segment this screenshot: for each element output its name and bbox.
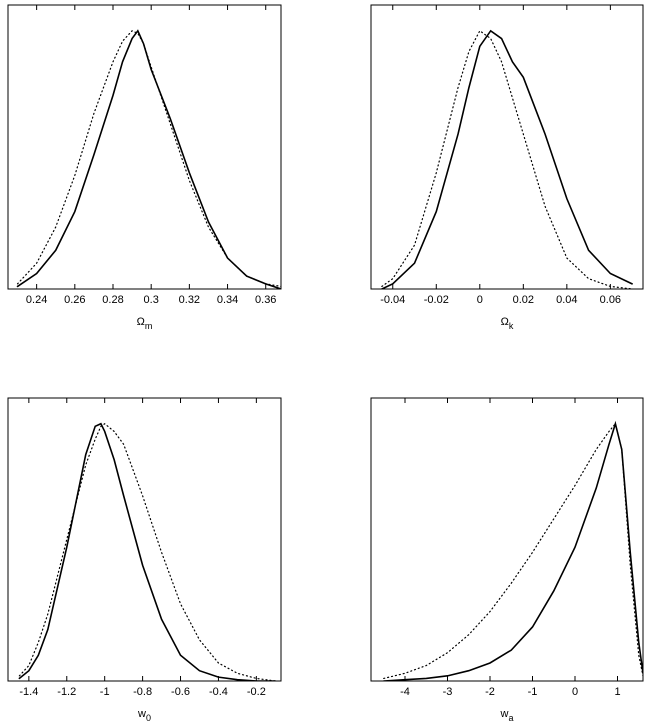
x-tick-label: -1 bbox=[528, 686, 538, 698]
plot-area bbox=[16, 29, 281, 289]
x-axis-label: wa bbox=[500, 708, 514, 723]
x-tick-label: -1.2 bbox=[57, 686, 76, 698]
x-axis-label: w0 bbox=[137, 708, 151, 723]
panel: -4 -3 -2 -1 0 1 wa bbox=[370, 397, 644, 723]
density-curve bbox=[381, 29, 633, 289]
x-axis-label-subscript: k bbox=[509, 321, 514, 331]
x-tick-label: 0.24 bbox=[26, 294, 47, 306]
x-tick-label: -1 bbox=[100, 686, 110, 698]
x-tick-label: -0.4 bbox=[209, 686, 228, 698]
x-tick-label: 0.34 bbox=[217, 294, 238, 306]
density-curve bbox=[383, 422, 643, 680]
x-tick-label: -0.6 bbox=[171, 686, 190, 698]
axes-frame bbox=[370, 4, 644, 290]
panel: -1.4 -1.2 -1 -0.8 -0.6 -0.4 -0.2 w0 bbox=[7, 397, 282, 723]
density-curve bbox=[18, 422, 277, 681]
x-axis-label-symbol: w bbox=[137, 708, 146, 720]
x-tick-label: 0 bbox=[477, 294, 483, 306]
x-axis-label-subscript: m bbox=[145, 321, 153, 331]
x-tick-label: 0.28 bbox=[102, 294, 123, 306]
panel: -0.04 -0.02 0 0.02 0.04 0.06 Ωk bbox=[370, 4, 644, 331]
x-axis-label-subscript: 0 bbox=[146, 713, 151, 723]
density-curve bbox=[16, 30, 281, 288]
x-tick-label: -0.8 bbox=[133, 686, 152, 698]
x-tick-label: 0.04 bbox=[556, 294, 577, 306]
x-tick-label: -0.04 bbox=[380, 294, 405, 306]
x-tick-label: 0.06 bbox=[600, 294, 621, 306]
x-tick-label: -2 bbox=[485, 686, 495, 698]
axes-frame bbox=[7, 397, 282, 682]
x-tick-label: 0.3 bbox=[144, 294, 159, 306]
x-tick-label: 0.36 bbox=[255, 294, 276, 306]
plot-area bbox=[382, 420, 643, 681]
x-tick-label: -3 bbox=[443, 686, 453, 698]
x-axis-label-symbol: Ω bbox=[137, 316, 145, 328]
x-tick-label: 0.02 bbox=[513, 294, 534, 306]
x-tick-label: -0.02 bbox=[424, 294, 449, 306]
density-curve bbox=[18, 422, 276, 681]
x-tick-label: 0.26 bbox=[64, 294, 85, 306]
axes-frame bbox=[7, 4, 282, 290]
x-axis-label-subscript: a bbox=[508, 713, 513, 723]
x-tick-label: 1 bbox=[614, 686, 620, 698]
x-tick-label: 0.32 bbox=[179, 294, 200, 306]
x-axis-label-symbol: Ω bbox=[501, 316, 509, 328]
panel: 0.24 0.26 0.28 0.3 0.32 0.34 0.36 Ωm bbox=[7, 4, 282, 331]
x-tick-label: -4 bbox=[400, 686, 410, 698]
x-tick-label: -1.4 bbox=[19, 686, 38, 698]
x-tick-label: -0.2 bbox=[247, 686, 266, 698]
x-axis-label-symbol: w bbox=[500, 708, 509, 720]
density-curve bbox=[382, 420, 643, 681]
density-curve bbox=[16, 29, 281, 289]
plot-area bbox=[18, 422, 277, 681]
plot-area bbox=[381, 29, 633, 289]
x-tick-label: 0 bbox=[572, 686, 578, 698]
axes-frame bbox=[370, 397, 644, 682]
x-axis-label: Ωk bbox=[501, 316, 514, 331]
x-axis-label: Ωm bbox=[137, 316, 153, 331]
density-curve bbox=[381, 29, 633, 289]
